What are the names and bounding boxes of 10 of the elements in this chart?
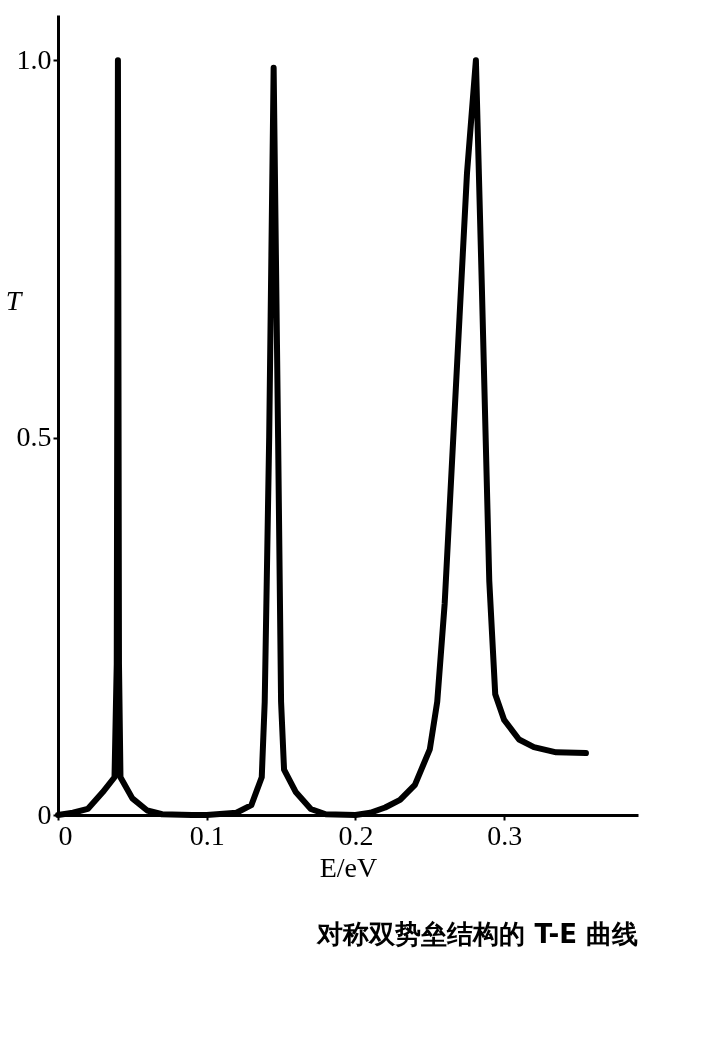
y-tick-label: 0.5: [16, 421, 52, 453]
text: 对称双势垒结构的 T-E 曲线: [316, 919, 638, 949]
y-axis-title: T: [5, 284, 24, 316]
x-axis-title: E/eV: [319, 851, 378, 883]
x-tick-label: 0.3: [487, 819, 523, 851]
x-tick-label: 0.1: [189, 819, 225, 851]
x-tick-label: 0.2: [338, 819, 374, 851]
x-tick-label: 0: [58, 819, 73, 851]
y-tick-label: 0: [37, 798, 52, 830]
y-tick-label: 1.0: [16, 43, 52, 75]
